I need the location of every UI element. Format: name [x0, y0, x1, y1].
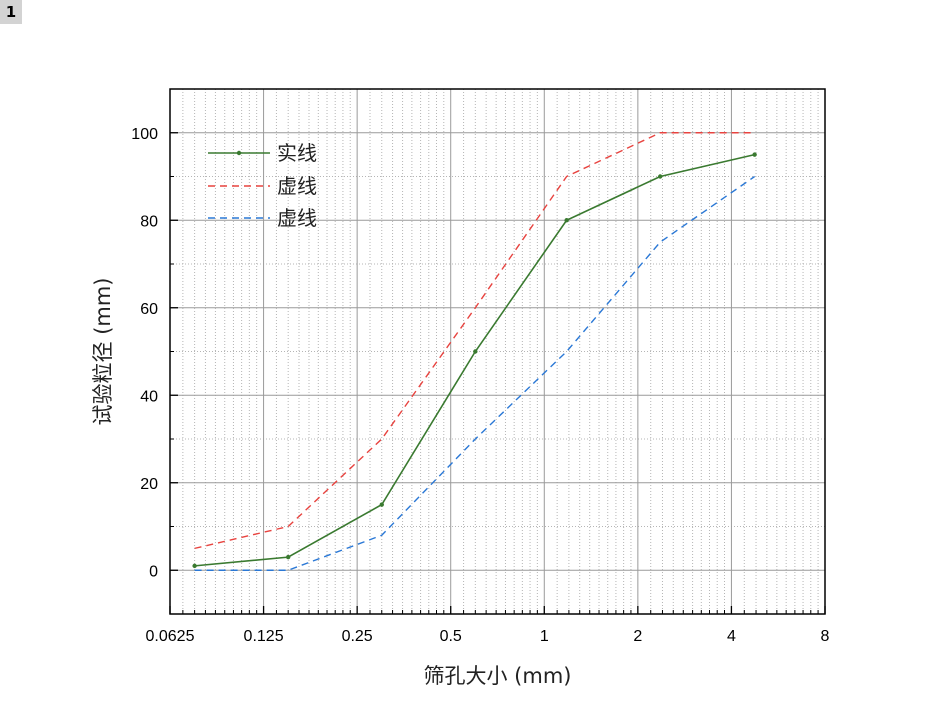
x-tick-label: 0.25 [342, 628, 373, 645]
y-tick-label: 100 [131, 126, 158, 143]
series-point [473, 349, 478, 354]
series-layer [192, 132, 757, 571]
legend-marker [236, 150, 242, 156]
series-point [564, 218, 569, 223]
legend-label-1: 实线 [277, 141, 317, 165]
x-axis-title: 筛孔大小 (mm) [424, 664, 572, 688]
x-tick-label: 0.5 [440, 628, 462, 645]
grid [169, 88, 826, 615]
y-tick-label: 0 [149, 563, 158, 580]
y-tick-label: 80 [140, 213, 158, 230]
y-tick-label: 20 [140, 476, 158, 493]
y-tick-label: 60 [140, 301, 158, 318]
x-tick-label: 8 [821, 628, 830, 645]
series-point [285, 554, 291, 560]
series-point [192, 563, 197, 569]
x-tick-label: 2 [633, 628, 642, 645]
x-tick-label: 4 [727, 628, 736, 645]
y-tick-label: 40 [140, 388, 158, 405]
page-number-badge: 1 [0, 0, 22, 24]
y-axis-title: 试验粒径 (mm) [91, 278, 115, 426]
x-tick-label: 0.125 [244, 628, 284, 645]
series-point [379, 502, 384, 507]
series-point [658, 174, 663, 179]
series-point [752, 152, 757, 157]
x-tick-label: 1 [540, 628, 549, 645]
series-line-2 [194, 132, 755, 550]
x-tick-label: 0.0625 [146, 628, 195, 645]
legend-label-3: 虚线 [277, 206, 317, 230]
legend-label-2: 虚线 [277, 174, 317, 198]
series-line-3 [194, 175, 756, 571]
